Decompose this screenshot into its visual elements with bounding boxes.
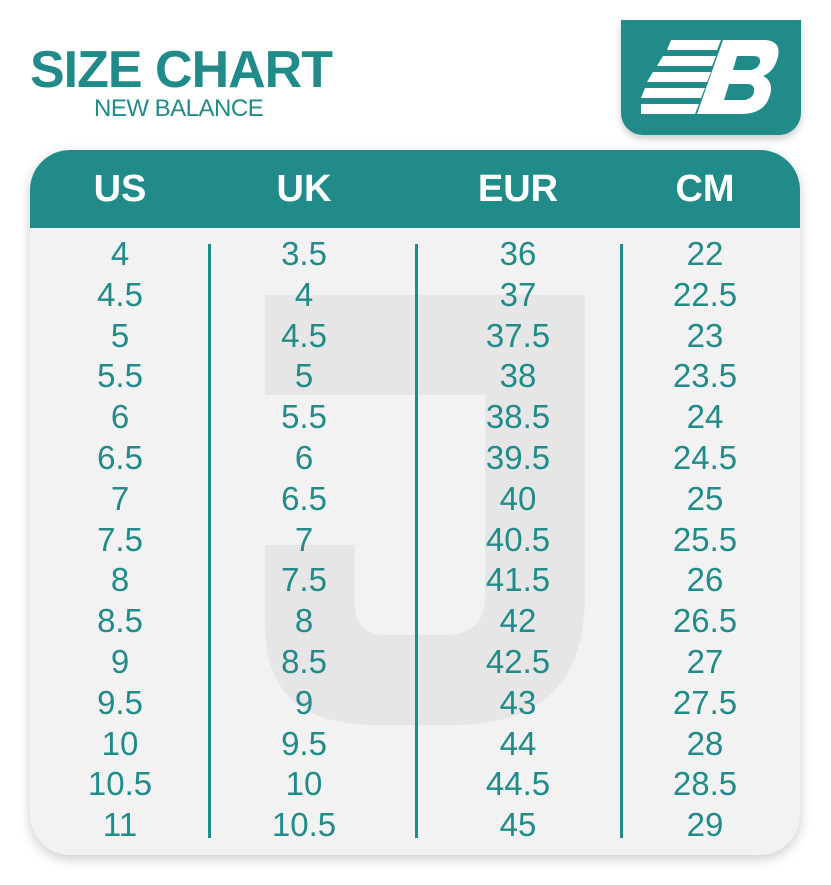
table-cell-eur: 37.5 [485,316,551,354]
table-cell-uk: 5 [294,357,314,395]
table-cell-cm: 22 [686,235,724,272]
table-cell-uk: 5.5 [281,398,327,436]
table-cell-uk: 7 [294,520,314,558]
table-cell-uk: 8.5 [281,643,327,680]
table-cell-us: 8.5 [97,602,143,640]
table-cell-cm: 26.5 [672,602,738,640]
table-cell-us: 4 [110,235,130,272]
nb-logo-icon [641,40,779,114]
table-cell-us: 8 [110,561,130,599]
table-cell-cm: 24.5 [672,439,738,476]
table-cell-cm: 25.5 [672,520,738,558]
page-title: SIZE CHART [30,41,333,99]
table-cell-uk: 9.5 [281,724,327,762]
table-cell-uk: 9 [294,683,314,721]
table-cell-us: 9.5 [97,683,143,721]
column-header-eur: EUR [477,168,559,210]
table-cell-cm: 23 [686,316,724,354]
size-table: US UK EUR CM 4 3.5 36 22 4.5 4 37 22.5 5 4.5 37.5 2… [30,150,800,855]
table-cell-eur: 43 [499,683,537,721]
table-cell-us: 6 [110,398,130,436]
new-balance-logo [621,20,801,135]
table-cell-cm: 23.5 [672,357,738,395]
table-cell-cm: 27 [686,643,724,680]
column-header-cm: CM [675,168,735,210]
column-divider [620,244,623,838]
table-cell-us: 5 [110,316,130,354]
table-cell-us: 6.5 [97,439,143,476]
table-cell-uk: 8 [294,602,314,640]
table-cell-uk: 6.5 [281,479,327,517]
table-cell-eur: 39.5 [485,439,551,476]
table-cell-cm: 29 [686,806,724,844]
table-header: US UK EUR CM [30,150,800,228]
table-cell-eur: 45 [499,806,537,844]
table-cell-uk: 6 [294,439,314,476]
table-cell-eur: 41.5 [485,561,551,599]
table-cell-eur: 44 [499,724,537,762]
column-divider [208,244,211,838]
table-cell-eur: 38.5 [485,398,551,436]
table-cell-uk: 7.5 [281,561,327,599]
table-cell-us: 7.5 [97,520,143,558]
table-cell-cm: 24 [686,398,724,436]
table-cell-uk: 10.5 [271,806,337,844]
table-cell-uk: 4 [294,275,314,313]
column-header-uk: UK [276,168,332,210]
column-header-us: US [93,168,147,210]
table-cell-eur: 40.5 [485,520,551,558]
table-cell-uk: 10 [285,765,323,803]
table-cell-us: 11 [102,806,138,844]
watermark-icon [265,295,585,725]
table-cell-cm: 22.5 [672,275,738,313]
table-cell-eur: 44.5 [485,765,551,803]
table-cell-eur: 36 [499,235,537,272]
table-cell-eur: 40 [499,479,537,517]
table-cell-us: 9 [110,643,130,680]
table-cell-us: 4.5 [97,275,143,313]
table-cell-cm: 26 [686,561,724,599]
column-divider [415,244,418,838]
table-cell-cm: 27.5 [672,683,738,721]
table-cell-eur: 42 [499,602,537,640]
table-cell-eur: 42.5 [485,643,551,680]
table-cell-eur: 38 [499,357,537,395]
table-cell-us: 10 [101,724,139,762]
table-cell-eur: 37 [499,275,537,313]
table-cell-us: 10.5 [87,765,153,803]
page-subtitle: NEW BALANCE [94,95,264,122]
table-cell-uk: 3.5 [281,235,327,272]
table-cell-cm: 25 [686,479,724,517]
table-cell-us: 5.5 [97,357,143,395]
table-cell-uk: 4.5 [281,316,327,354]
table-cell-cm: 28.5 [672,765,738,803]
table-cell-us: 7 [110,479,130,517]
table-cell-cm: 28 [686,724,724,762]
